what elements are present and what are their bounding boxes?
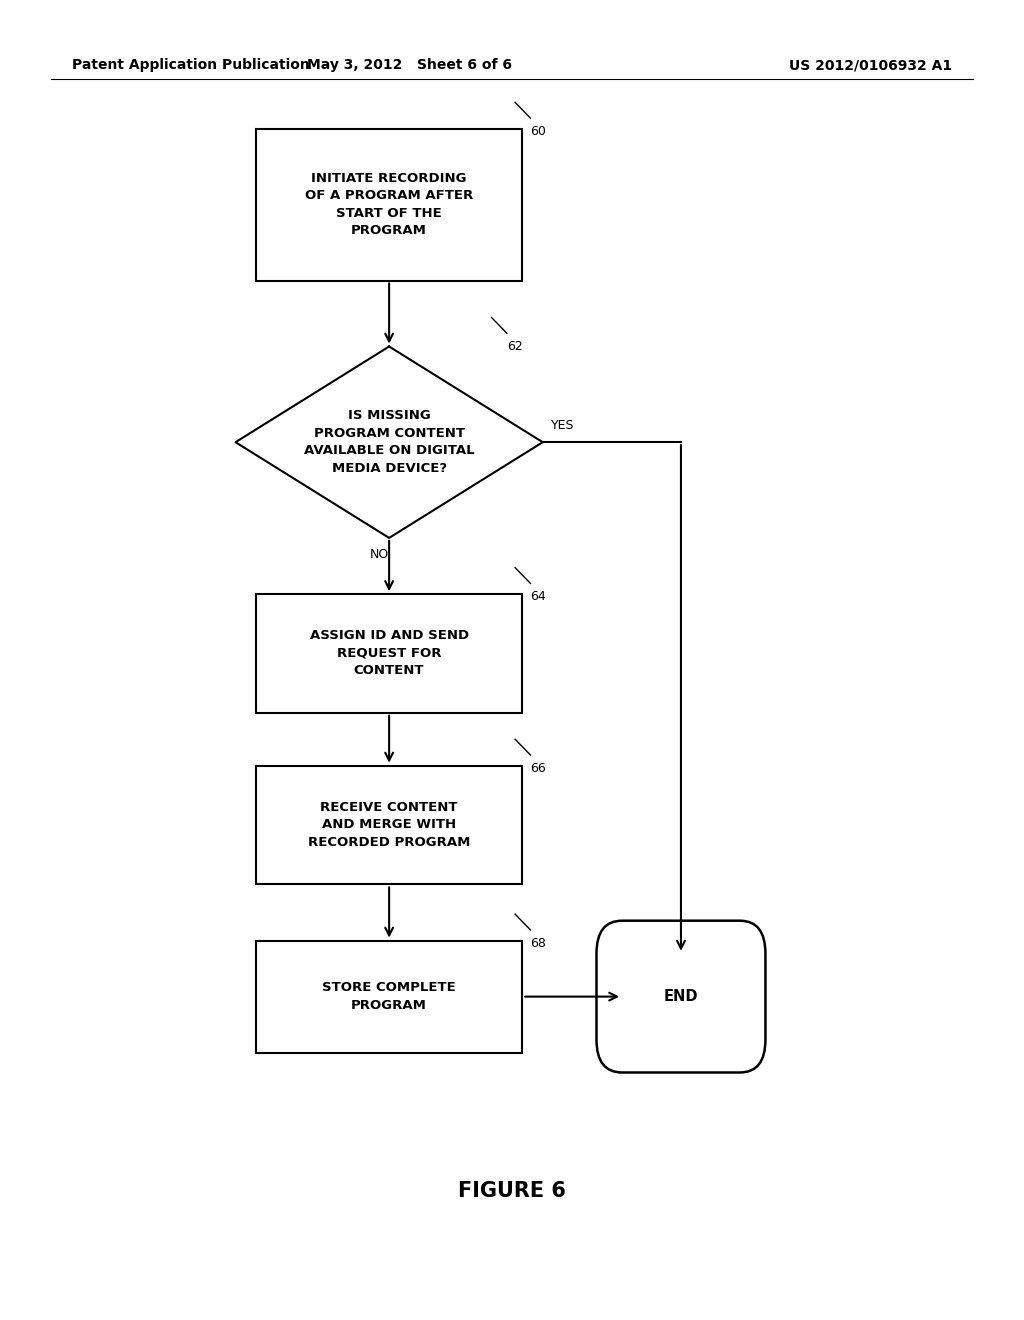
Text: INITIATE RECORDING
OF A PROGRAM AFTER
START OF THE
PROGRAM: INITIATE RECORDING OF A PROGRAM AFTER ST… (305, 172, 473, 238)
Text: May 3, 2012   Sheet 6 of 6: May 3, 2012 Sheet 6 of 6 (307, 58, 512, 73)
FancyBboxPatch shape (256, 940, 522, 1053)
Text: NO: NO (370, 549, 388, 561)
Text: YES: YES (551, 418, 574, 432)
Text: END: END (664, 989, 698, 1005)
FancyBboxPatch shape (596, 921, 766, 1072)
FancyBboxPatch shape (256, 129, 522, 281)
Text: IS MISSING
PROGRAM CONTENT
AVAILABLE ON DIGITAL
MEDIA DEVICE?: IS MISSING PROGRAM CONTENT AVAILABLE ON … (304, 409, 474, 475)
Text: 64: 64 (530, 590, 546, 603)
FancyBboxPatch shape (256, 594, 522, 713)
Text: 66: 66 (530, 762, 546, 775)
Text: ASSIGN ID AND SEND
REQUEST FOR
CONTENT: ASSIGN ID AND SEND REQUEST FOR CONTENT (309, 630, 469, 677)
Text: US 2012/0106932 A1: US 2012/0106932 A1 (790, 58, 952, 73)
Text: STORE COMPLETE
PROGRAM: STORE COMPLETE PROGRAM (323, 981, 456, 1012)
Text: 62: 62 (507, 339, 522, 352)
Text: 68: 68 (530, 937, 547, 949)
Polygon shape (236, 346, 543, 539)
Text: RECEIVE CONTENT
AND MERGE WITH
RECORDED PROGRAM: RECEIVE CONTENT AND MERGE WITH RECORDED … (308, 801, 470, 849)
Text: Patent Application Publication: Patent Application Publication (72, 58, 309, 73)
Text: FIGURE 6: FIGURE 6 (458, 1180, 566, 1201)
FancyBboxPatch shape (256, 766, 522, 884)
Text: 60: 60 (530, 125, 547, 137)
